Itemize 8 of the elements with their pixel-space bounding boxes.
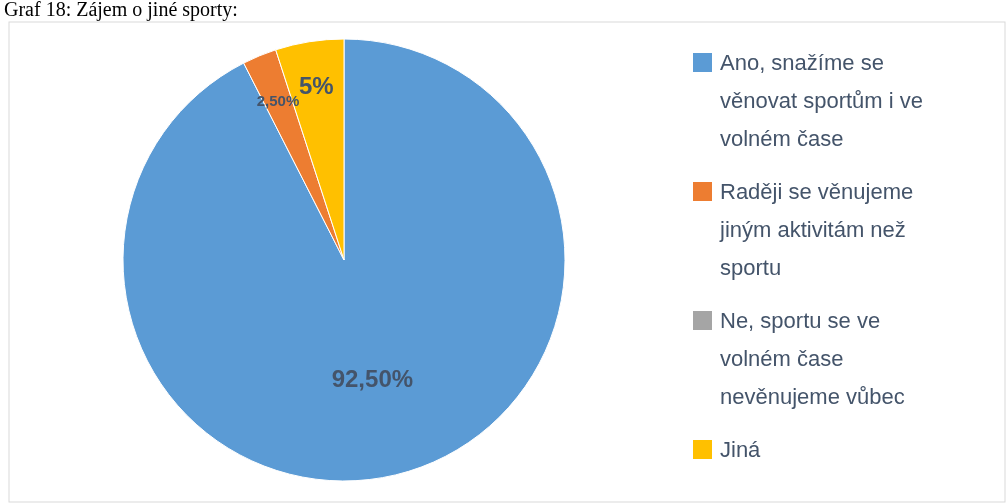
legend-label: Jiná bbox=[720, 436, 762, 462]
data-label: 5% bbox=[299, 71, 334, 99]
legend-label: Ano, snažíme se věnovat sportům i ve volném čase bbox=[720, 49, 923, 151]
pie-slice bbox=[122, 38, 566, 482]
legend-label: Ne, sportu se ve volném čase nevěnujeme vůbec bbox=[720, 307, 905, 409]
data-label: 92,50% bbox=[331, 364, 414, 392]
legend-label: Raději se věnujeme jiným aktivitám než sportu bbox=[719, 178, 914, 280]
chart-title: Graf 18: Zájem o jiné sporty: bbox=[4, 0, 238, 21]
